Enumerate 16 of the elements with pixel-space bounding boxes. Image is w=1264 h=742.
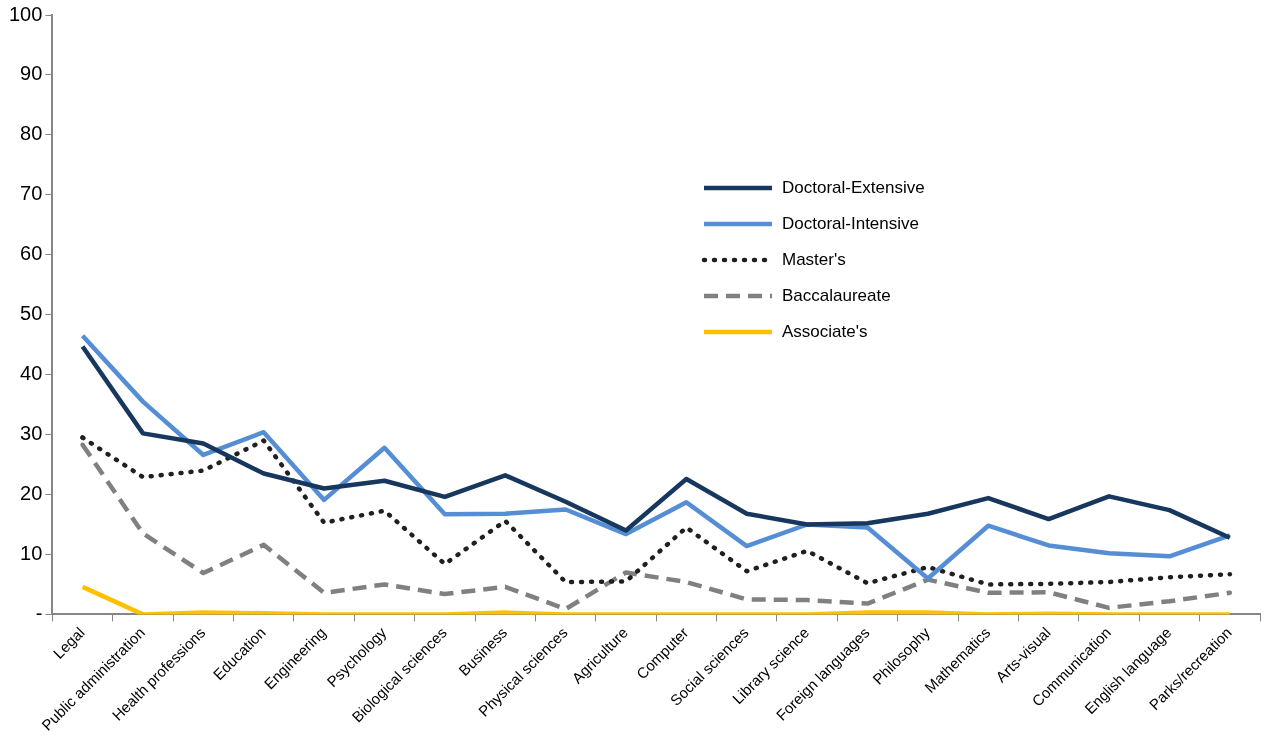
y-tick-label: - bbox=[35, 601, 43, 624]
y-tick-label: 90 bbox=[20, 62, 43, 85]
y-tick-label: 50 bbox=[20, 302, 43, 325]
y-tick-label: 60 bbox=[20, 242, 43, 265]
legend-label: Doctoral-Extensive bbox=[782, 178, 925, 198]
legend-label: Master's bbox=[782, 250, 846, 270]
y-tick-label: 100 bbox=[8, 2, 43, 25]
legend-label: Baccalaureate bbox=[782, 286, 891, 306]
y-tick-label: 30 bbox=[20, 422, 43, 445]
legend-label: Associate's bbox=[782, 322, 868, 342]
y-tick-label: 40 bbox=[20, 362, 43, 385]
y-tick-label: 10 bbox=[20, 541, 43, 564]
y-tick-label: 80 bbox=[20, 122, 43, 145]
legend-label: Doctoral-Intensive bbox=[782, 214, 920, 234]
y-tick-label: 20 bbox=[20, 482, 43, 505]
y-tick-label: 70 bbox=[20, 182, 43, 205]
